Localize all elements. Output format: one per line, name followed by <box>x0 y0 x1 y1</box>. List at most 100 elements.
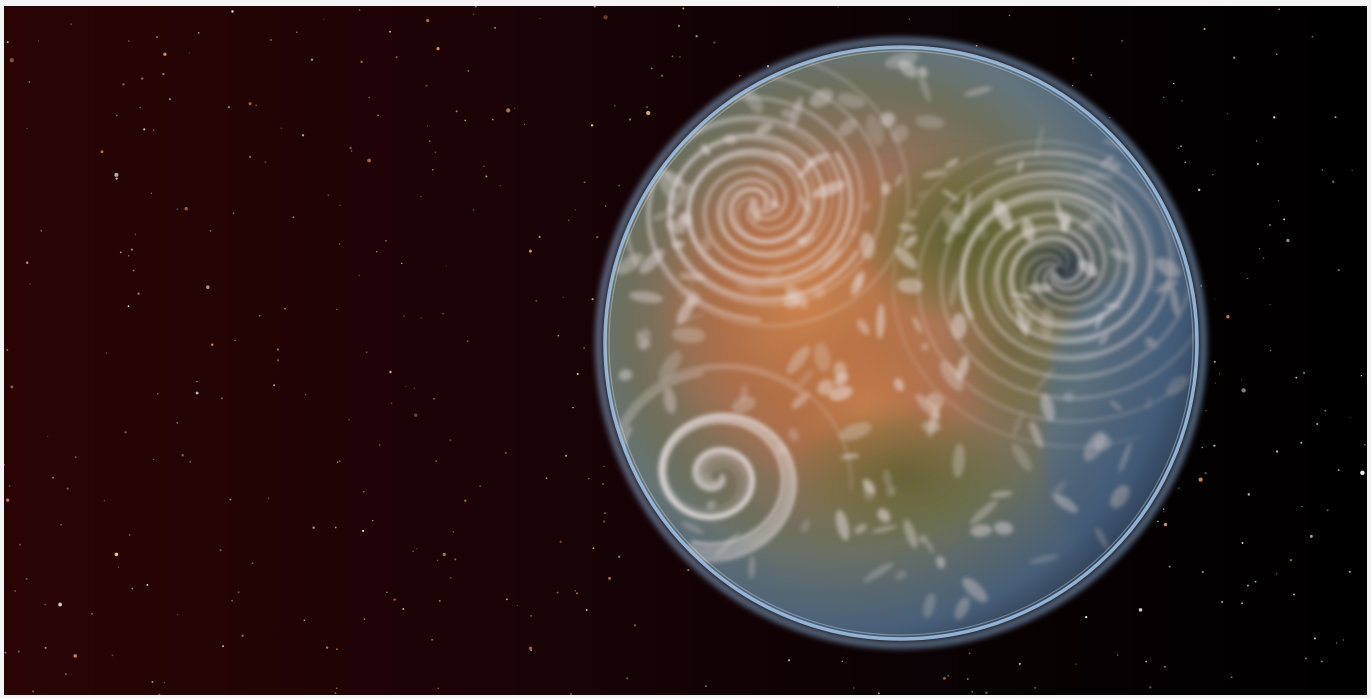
star <box>1254 580 1257 583</box>
star <box>505 598 508 601</box>
star <box>325 646 329 649</box>
star <box>618 184 621 187</box>
star <box>58 602 62 607</box>
star <box>255 104 257 106</box>
star <box>377 114 379 117</box>
star <box>445 265 447 267</box>
star <box>1305 657 1307 660</box>
star <box>1276 53 1278 55</box>
star <box>338 243 341 245</box>
star <box>1184 161 1186 163</box>
star <box>413 387 416 389</box>
star <box>231 599 234 602</box>
star <box>251 562 254 564</box>
star <box>1283 218 1286 221</box>
star <box>464 119 466 122</box>
star <box>18 543 22 546</box>
star <box>1324 409 1327 412</box>
star <box>1268 224 1271 226</box>
star <box>455 110 458 113</box>
star <box>363 491 365 493</box>
star <box>1313 637 1316 640</box>
star <box>189 461 191 463</box>
star <box>258 315 261 317</box>
star <box>971 691 973 693</box>
star <box>1172 82 1175 85</box>
star <box>358 275 360 277</box>
star <box>1269 303 1271 306</box>
star <box>436 47 440 51</box>
planet-rim-inner <box>608 50 1194 636</box>
star <box>1157 520 1159 523</box>
star <box>176 613 179 616</box>
star <box>454 558 457 561</box>
star <box>4 464 5 466</box>
star <box>168 98 171 101</box>
star <box>129 534 131 536</box>
star <box>499 185 501 187</box>
star <box>163 52 167 56</box>
star <box>1214 298 1216 300</box>
star <box>766 65 770 68</box>
star <box>405 386 407 388</box>
star <box>592 547 595 550</box>
star <box>227 106 230 109</box>
star <box>590 124 594 127</box>
star <box>1075 663 1077 665</box>
star <box>1336 642 1338 644</box>
star <box>618 555 621 558</box>
star <box>467 70 470 72</box>
star <box>585 609 588 611</box>
star <box>111 654 114 657</box>
star <box>137 292 140 295</box>
star <box>449 439 452 442</box>
star <box>128 40 130 42</box>
star <box>1213 360 1216 363</box>
star <box>66 487 69 490</box>
star <box>705 685 707 687</box>
star <box>1273 116 1276 119</box>
star <box>301 134 305 137</box>
star <box>141 77 144 80</box>
star <box>1275 450 1279 453</box>
star <box>412 550 414 552</box>
star <box>528 646 533 650</box>
star <box>431 168 434 171</box>
star <box>608 576 612 580</box>
star <box>1240 379 1242 381</box>
star <box>562 296 564 298</box>
star <box>1018 662 1021 665</box>
star <box>474 6 477 8</box>
star <box>335 648 338 651</box>
star <box>391 402 393 404</box>
star <box>348 418 350 421</box>
star <box>158 693 161 695</box>
star <box>602 520 606 523</box>
star <box>360 60 363 64</box>
star <box>1349 416 1351 419</box>
star <box>485 175 488 178</box>
star <box>1221 600 1224 604</box>
star <box>1212 173 1214 176</box>
star <box>1090 73 1093 77</box>
star <box>1204 471 1207 475</box>
star <box>131 587 134 590</box>
star <box>1226 315 1230 319</box>
star <box>122 83 125 86</box>
star <box>1233 56 1236 59</box>
star <box>966 678 969 680</box>
star <box>292 216 295 218</box>
star <box>1230 676 1233 679</box>
star <box>572 406 574 409</box>
star <box>1241 542 1244 544</box>
star <box>1198 188 1201 192</box>
star <box>365 351 368 354</box>
star <box>176 422 179 424</box>
star <box>449 576 452 579</box>
star <box>1289 558 1293 562</box>
star <box>4 651 7 654</box>
star <box>358 9 361 11</box>
star <box>1117 654 1119 656</box>
star <box>1180 145 1182 148</box>
